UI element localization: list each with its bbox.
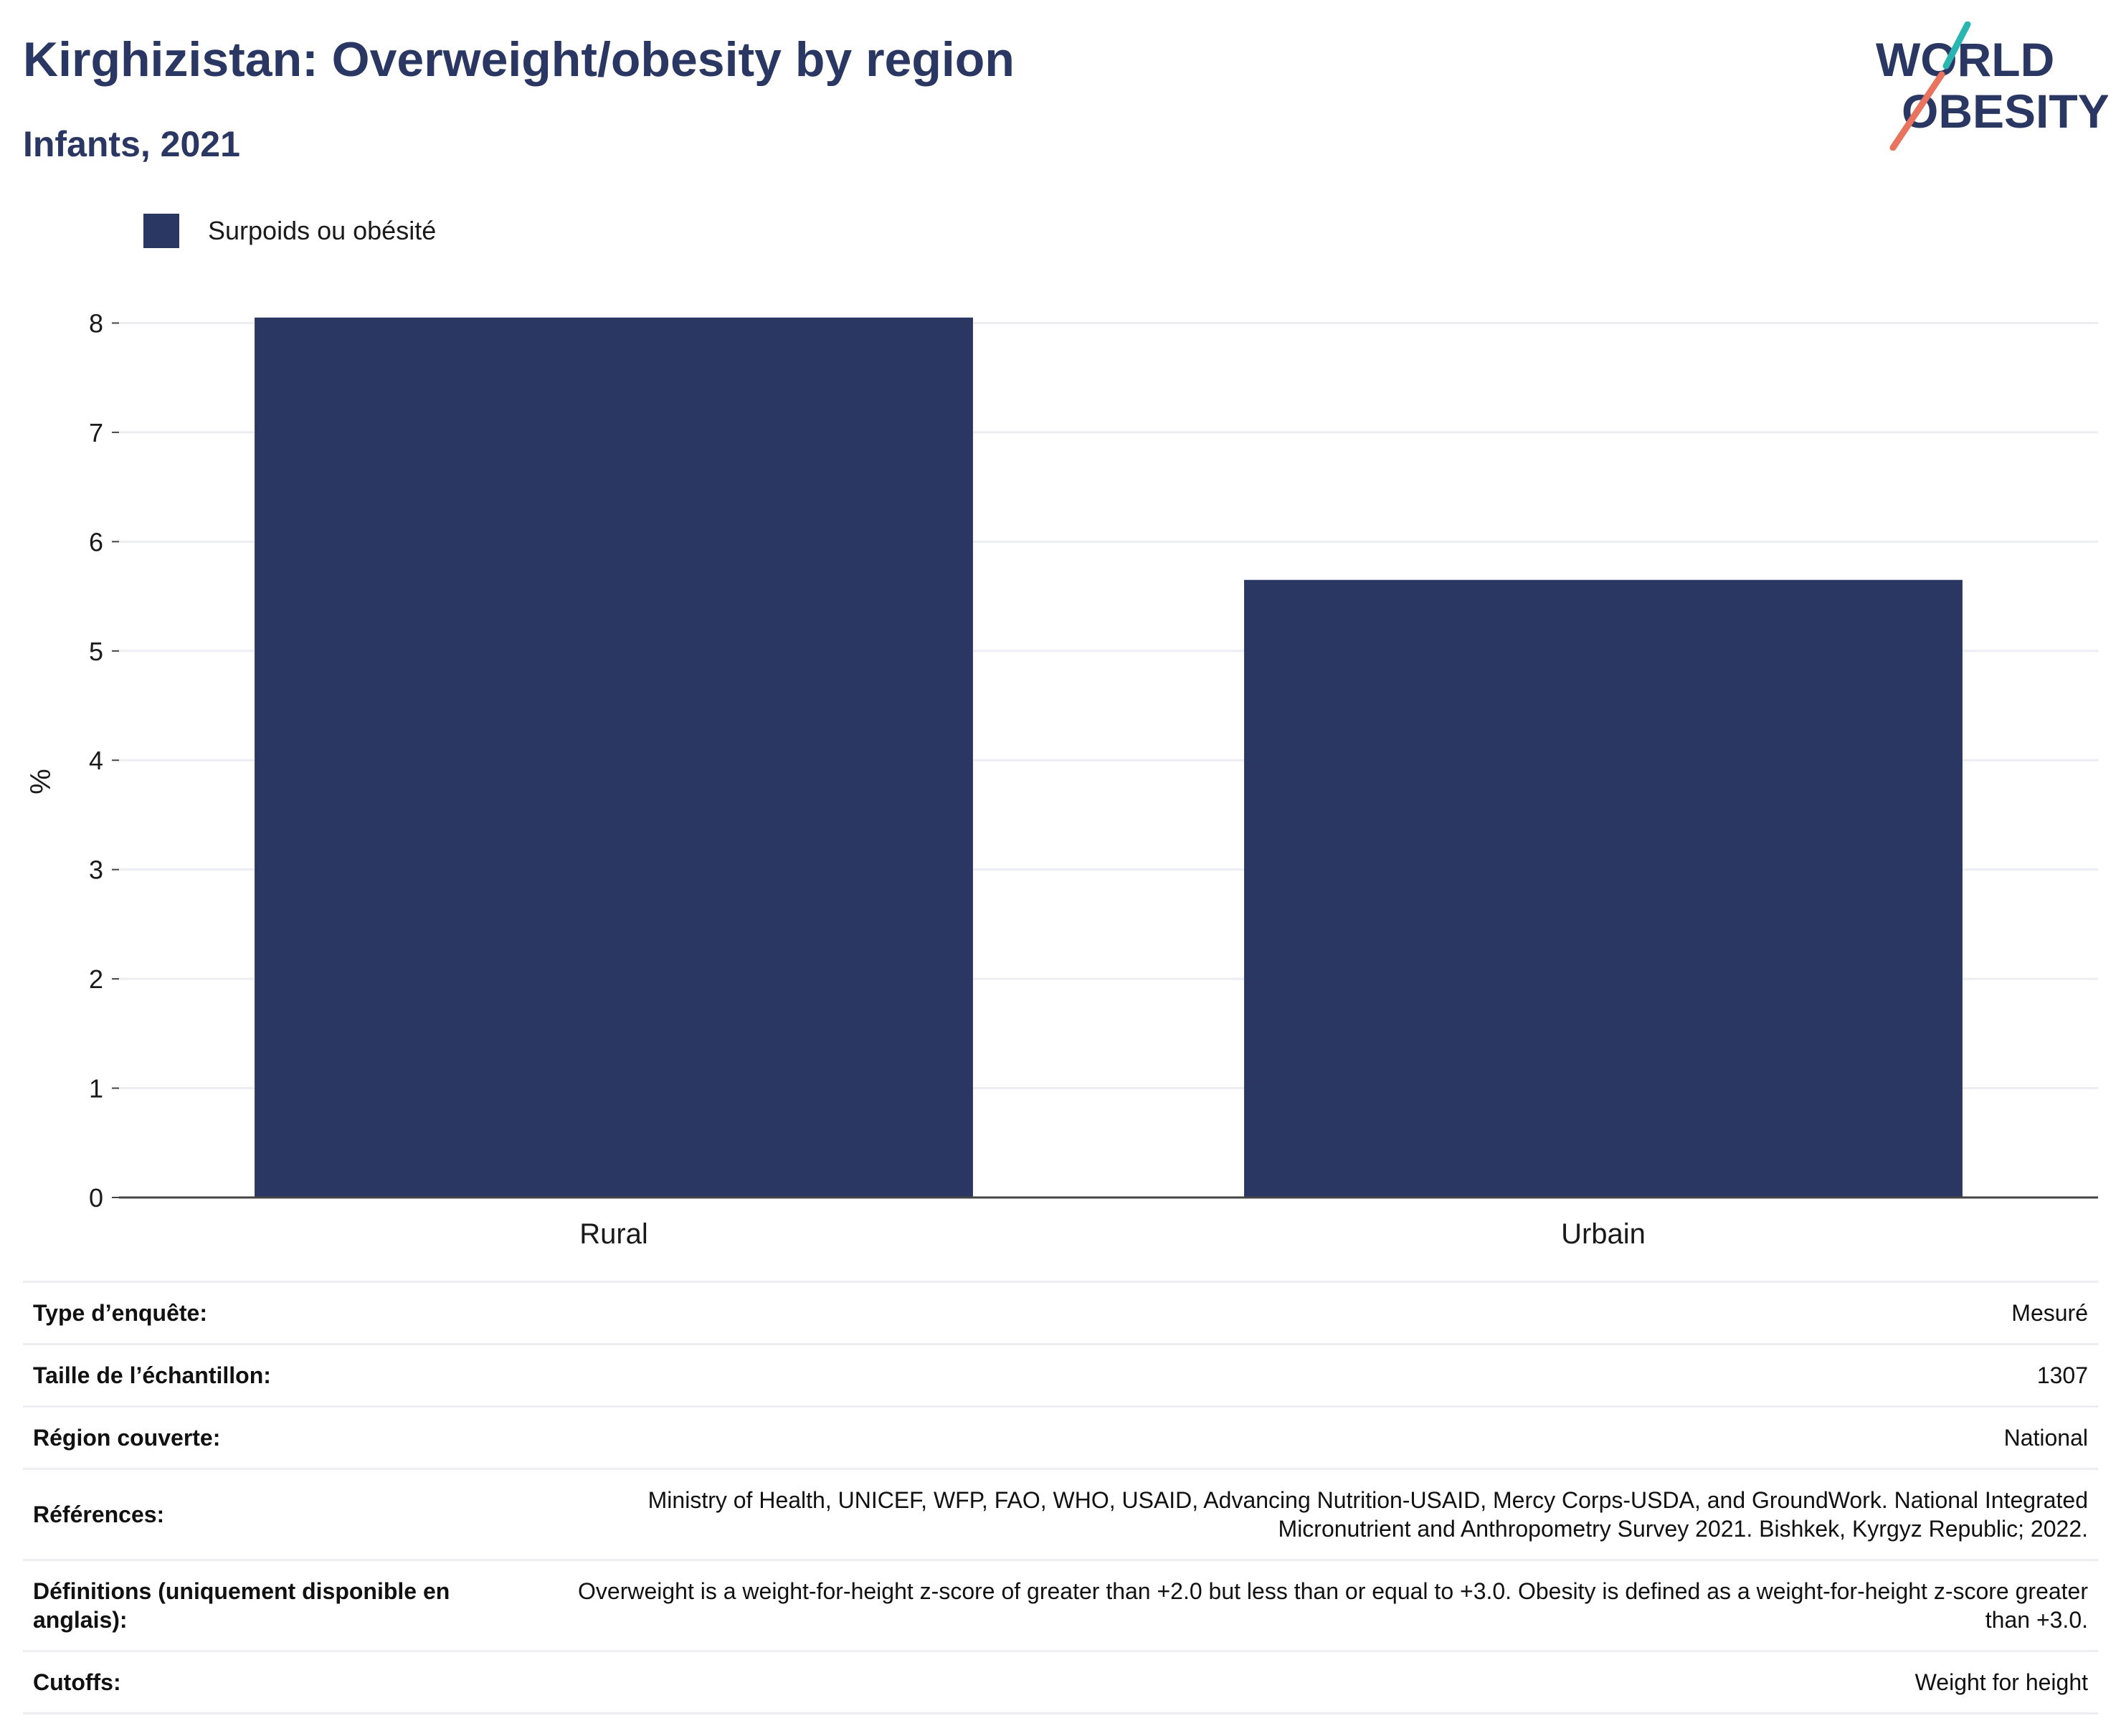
x-tick-label: Urbain <box>1561 1218 1646 1250</box>
metadata-value: Overweight is a weight-for-height z-scor… <box>578 1578 2088 1633</box>
y-tick-label: 5 <box>89 637 103 666</box>
logo-text-obesity: OBESITY <box>1902 85 2108 138</box>
logo-slash-coral <box>1889 71 1945 151</box>
metadata-row: Type d’enquête: Mesuré <box>23 1281 2098 1343</box>
bar-chart: 0 1 2 3 4 5 6 7 8 Rural Urbain % <box>25 308 2098 1250</box>
legend-label: Surpoids ou obésité <box>208 216 437 245</box>
y-tick-label: 8 <box>89 308 103 338</box>
y-tick-label: 1 <box>89 1074 103 1104</box>
metadata-value: National <box>2003 1425 2088 1451</box>
metadata-row: Définitions (uniquement disponible en an… <box>23 1559 2098 1650</box>
bars <box>255 317 1963 1197</box>
metadata-value: Mesuré <box>2011 1300 2088 1326</box>
metadata-row: Taille de l’échantillon: 1307 <box>23 1343 2098 1405</box>
y-tick-label: 2 <box>89 964 103 994</box>
metadata-value: Weight for height <box>1914 1669 2088 1695</box>
metadata-value: 1307 <box>2036 1362 2088 1388</box>
metadata-label: Région couverte: <box>33 1425 221 1451</box>
legend-swatch <box>143 214 179 248</box>
logo-text-world: WORLD <box>1876 33 2054 86</box>
world-obesity-logo: WORLD OBESITY <box>1876 22 2108 151</box>
x-tick-label: Rural <box>579 1218 648 1250</box>
metadata-label: Cutoffs: <box>33 1669 121 1695</box>
y-tick-label: 3 <box>89 855 103 885</box>
metadata-value: Ministry of Health, UNICEF, WFP, FAO, WH… <box>647 1487 2088 1542</box>
metadata-label: Références: <box>33 1502 165 1527</box>
y-tick-label: 0 <box>89 1183 103 1213</box>
metadata-label: Taille de l’échantillon: <box>33 1362 271 1388</box>
metadata-label: Définitions (uniquement disponible en an… <box>33 1578 450 1633</box>
chart-legend: Surpoids ou obésité <box>143 214 436 248</box>
logo-slash-teal <box>1942 22 1971 70</box>
y-tick-label: 4 <box>89 746 103 775</box>
chart-title: Kirghizistan: Overweight/obesity by regi… <box>23 32 1015 87</box>
metadata-row: Région couverte: National <box>23 1405 2098 1468</box>
bar-urbain[interactable] <box>1244 579 1963 1197</box>
bar-rural[interactable] <box>255 317 973 1197</box>
axes: 0 1 2 3 4 5 6 7 8 Rural Urbain <box>89 308 2098 1250</box>
y-axis-title: % <box>25 769 57 795</box>
metadata-row: Cutoffs: Weight for height <box>23 1650 2098 1714</box>
chart-subtitle: Infants, 2021 <box>23 124 240 164</box>
metadata-label: Type d’enquête: <box>33 1300 207 1326</box>
y-tick-label: 6 <box>89 527 103 556</box>
survey-metadata-table: Type d’enquête: Mesuré Taille de l’échanti… <box>23 1281 2098 1714</box>
metadata-row: Références: Ministry of Health, UNICEF, W… <box>23 1468 2098 1559</box>
y-tick-label: 7 <box>89 418 103 447</box>
